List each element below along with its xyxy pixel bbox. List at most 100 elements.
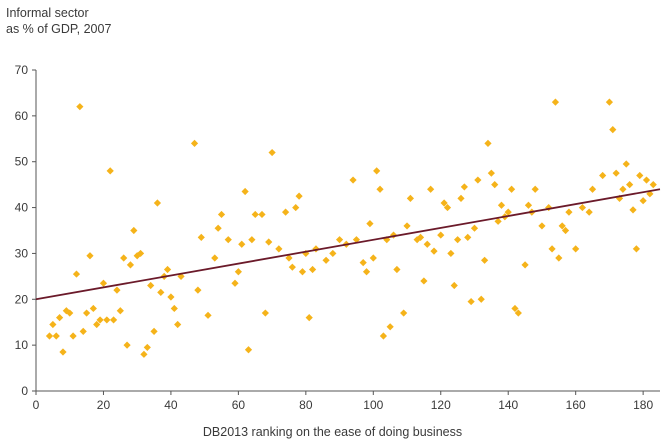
data-point [551, 98, 560, 106]
data-point [204, 311, 212, 319]
data-point [413, 236, 421, 244]
data-point [116, 307, 124, 315]
data-point [622, 160, 630, 168]
data-point [214, 224, 222, 232]
data-point [376, 185, 384, 193]
data-point [265, 238, 273, 246]
data-point [268, 148, 276, 157]
data-point [217, 210, 226, 219]
data-point [275, 245, 283, 253]
data-point [578, 203, 587, 212]
data-point [244, 346, 253, 354]
data-point [521, 261, 529, 269]
data-point [477, 295, 485, 303]
data-point [234, 268, 242, 276]
data-point [491, 181, 499, 189]
y-tick-label: 30 [15, 246, 29, 260]
x-tick-label: 160 [566, 398, 586, 412]
data-point [89, 304, 97, 313]
data-point [599, 171, 607, 180]
data-point [113, 286, 121, 294]
data-point [72, 270, 81, 278]
x-axis-label: DB2013 ranking on the ease of doing busi… [202, 425, 463, 439]
data-point [335, 236, 344, 244]
data-point [153, 199, 162, 207]
data-point [366, 220, 374, 228]
data-point [352, 236, 361, 244]
data-point [406, 194, 414, 202]
data-point [52, 332, 60, 340]
x-tick-label: 140 [498, 398, 518, 412]
x-tick-label: 20 [97, 398, 111, 412]
data-point [420, 277, 428, 285]
y-tick-label: 40 [15, 201, 29, 215]
data-point [359, 259, 367, 267]
data-point [66, 309, 74, 317]
data-point [494, 217, 502, 225]
data-point [150, 327, 158, 335]
data-point [427, 185, 435, 193]
data-point [190, 139, 199, 147]
data-point [423, 240, 431, 248]
data-point [298, 268, 307, 276]
data-point [120, 254, 128, 262]
data-point [538, 222, 546, 230]
data-point [163, 265, 172, 274]
data-point [282, 208, 290, 216]
trend-line [35, 188, 661, 301]
data-point [251, 210, 259, 219]
data-point [143, 343, 151, 352]
data-point [629, 206, 637, 214]
data-point [507, 185, 516, 193]
data-point [103, 316, 111, 324]
data-point [258, 210, 266, 219]
data-point [126, 261, 135, 269]
x-tick-label: 0 [33, 398, 40, 412]
x-tick-label: 80 [299, 398, 313, 412]
data-point [416, 233, 425, 241]
data-point [177, 272, 185, 280]
data-point [295, 192, 303, 200]
data-point [454, 236, 462, 244]
data-point [457, 194, 465, 202]
data-point [609, 126, 617, 134]
data-point [514, 309, 522, 317]
data-point [646, 190, 654, 198]
data-point [140, 350, 148, 358]
data-point [194, 286, 202, 294]
data-point [450, 281, 458, 290]
data-point [362, 268, 371, 276]
data-point [248, 236, 256, 244]
data-point [440, 199, 448, 207]
data-point [619, 185, 627, 193]
x-tick-label: 60 [232, 398, 246, 412]
data-point [82, 309, 91, 317]
data-point [231, 279, 239, 287]
data-point [45, 332, 54, 340]
y-axis-label-line-1: Informal sector [6, 6, 89, 20]
x-tick-label: 40 [164, 398, 178, 412]
data-point [305, 314, 313, 322]
data-point [79, 327, 87, 335]
data-point [531, 185, 539, 193]
data-point [481, 256, 489, 264]
data-point [511, 304, 519, 313]
x-tick-label: 180 [633, 398, 653, 412]
data-point [167, 293, 175, 301]
data-point [96, 316, 104, 324]
data-point [460, 183, 468, 191]
data-point [504, 208, 512, 216]
data-point [224, 236, 232, 244]
data-point [373, 167, 381, 175]
data-point [292, 203, 300, 212]
data-point [379, 332, 388, 340]
data-point [174, 320, 182, 329]
y-tick-label: 60 [15, 109, 29, 123]
data-point [312, 245, 320, 253]
data-point [443, 203, 452, 212]
data-point [69, 332, 77, 340]
data-point [612, 169, 620, 177]
data-point [474, 176, 482, 184]
data-point [130, 226, 138, 235]
data-point [238, 240, 246, 248]
